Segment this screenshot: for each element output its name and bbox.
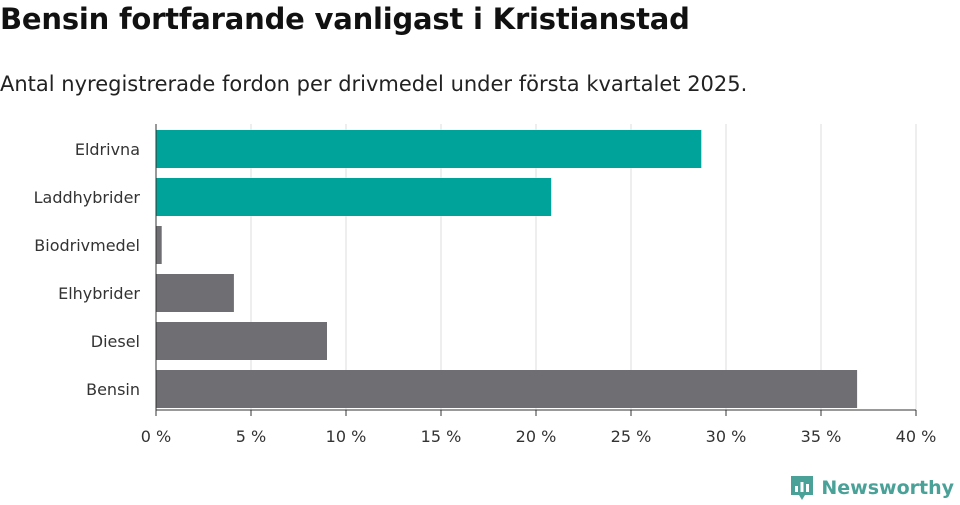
category-label: Bensin	[86, 380, 140, 399]
bar-elhybrider	[156, 274, 234, 312]
chart-title: Bensin fortfarande vanligast i Kristians…	[0, 2, 690, 36]
bar-eldrivna	[156, 130, 702, 168]
x-tick-label: 10 %	[326, 427, 367, 446]
category-label: Eldrivna	[75, 140, 140, 159]
x-tick-label: 30 %	[706, 427, 747, 446]
category-label: Biodrivmedel	[34, 236, 140, 255]
brand-name: Newsworthy	[821, 477, 954, 499]
category-label: Laddhybrider	[34, 188, 141, 207]
x-tick-label: 5 %	[236, 427, 266, 446]
bar-bensin	[156, 370, 858, 408]
x-tick-label: 0 %	[141, 427, 171, 446]
x-axis: 0 % 5 % 10 % 15 % 20 % 25 % 30 % 35 % 40 %	[141, 124, 937, 446]
x-tick-label: 25 %	[611, 427, 652, 446]
x-tick-label: 40 %	[896, 427, 937, 446]
newsworthy-logo-icon	[791, 476, 814, 500]
category-label: Diesel	[91, 332, 140, 351]
category-label: Elhybrider	[58, 284, 140, 303]
x-tick-label: 20 %	[516, 427, 557, 446]
x-tick-label: 15 %	[421, 427, 462, 446]
x-tick-label: 35 %	[801, 427, 842, 446]
bars	[156, 130, 858, 408]
category-labels: Eldrivna Laddhybrider Biodrivmedel Elhybrid…	[34, 140, 141, 399]
bar-diesel	[156, 322, 327, 360]
newsworthy-brand: Newsworthy	[789, 474, 954, 502]
chart-subtitle: Antal nyregistrerade fordon per drivmede…	[0, 72, 748, 96]
bar-biodrivmedel	[156, 226, 162, 264]
grid-lines	[250, 124, 917, 410]
bar-laddhybrider	[156, 178, 552, 216]
